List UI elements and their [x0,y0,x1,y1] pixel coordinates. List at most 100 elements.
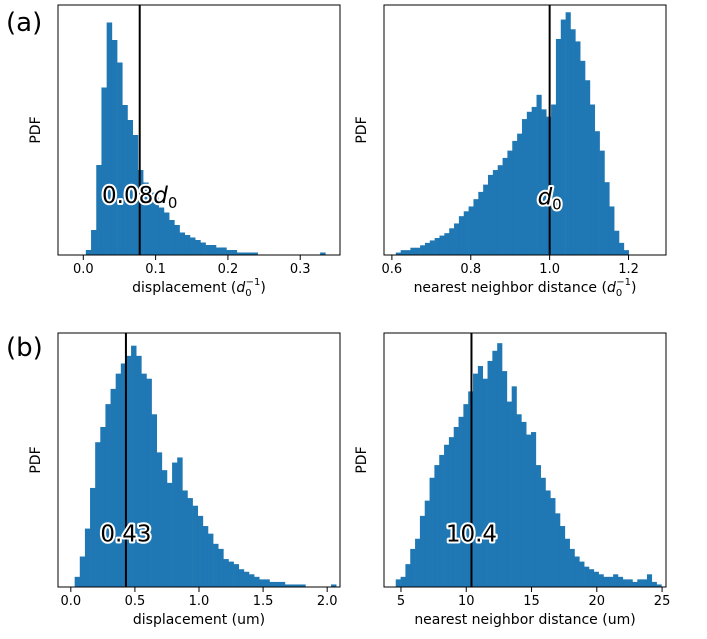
histogram-bar [400,250,406,255]
histogram-bar [236,252,243,255]
histogram-bar [90,487,96,587]
x-tick-label: 2.0 [317,594,338,609]
histogram-bar [221,247,227,255]
histogram-bar [120,363,127,587]
histogram-bar [127,120,133,255]
histogram-bar [555,513,561,587]
y-axis-label: PDF [28,446,44,473]
annotation-value: 10.4 [446,522,497,548]
x-tick-label: 0.0 [60,594,81,609]
x-tick-label: 15 [523,594,540,609]
histogram-bar [458,416,464,587]
histogram-bar [579,561,585,587]
value-annotation: 0.08d0 [102,183,177,212]
histogram-bar [117,62,123,255]
histogram-bar [642,579,648,587]
histogram-bar [420,245,426,255]
histogram-bar [202,526,209,587]
histogram-bar [478,191,484,255]
histogram-bar [564,538,570,587]
histogram-bar [646,574,653,587]
histogram-bar [410,548,416,587]
histogram-bar [473,199,479,255]
x-axis-label: nearest neighbor distance (um) [414,612,635,628]
histogram-bar [575,41,581,255]
histogram-bar [84,528,91,587]
histogram-bar [502,157,508,255]
x-tick-label: 0.3 [290,262,311,277]
axes-frame [383,332,667,588]
x-axis-label-superscript: −1 [246,277,261,288]
histogram-bar [197,515,204,587]
histogram-bar [458,216,465,255]
x-axis-label-tail: ) [631,280,636,296]
x-axis-label: nearest neighbor distance (d0−1) [414,277,637,299]
histogram-bar [156,452,163,587]
x-axis-label-symbol: d [236,280,245,296]
histogram-bar [131,345,137,587]
histogram-bar [100,426,106,587]
histogram-bar [205,245,212,255]
histogram-bar [449,228,455,255]
histogram-bar [497,165,503,255]
histogram-bar [487,360,493,587]
histogram-bar [85,250,92,255]
histogram-bar [545,490,551,587]
x-axis-label: displacement (d0−1) [132,277,266,299]
histogram-bar [184,235,191,255]
histogram-bar [395,252,401,255]
histogram-bar [331,584,337,587]
histogram-bar [177,457,183,587]
histogram-bar [210,245,217,255]
histogram-bar [248,574,255,587]
histogram-bar [627,579,633,587]
histogram-bar [536,94,542,256]
histogram-bar [122,105,128,255]
x-tick-label: 0.0 [73,262,94,277]
histogram-bar [623,250,629,255]
histogram-bar [405,250,411,255]
annotation-subscript: 0 [168,194,178,212]
histogram-bar [598,574,604,587]
histogram-bar [477,366,483,587]
x-axis-label-text: nearest neighbor distance ( [414,280,607,296]
histogram-bar [207,533,214,587]
histogram-bar [516,414,522,587]
histogram-bar [550,498,556,587]
histogram-bar [439,454,445,587]
histogram-bar [169,220,175,255]
histogram-bar [158,207,165,255]
histogram-bar [507,150,513,255]
histogram-bar [594,131,600,255]
histogram-bar [535,465,541,587]
histogram-bar [274,581,281,587]
histogram-bar [91,230,97,255]
histogram-bar [153,197,160,255]
histogram-bar [613,574,619,587]
histogram-bar [400,576,406,587]
histogram-bar [526,434,532,587]
histogram-bar [136,355,142,587]
histogram-bar [482,378,488,587]
axes-frame [383,4,667,256]
histogram-bar [295,584,301,587]
histogram-bar [172,462,178,587]
histogram-bar [115,373,122,587]
histogram-bar [617,576,624,587]
histogram-bar [223,559,229,587]
histogram-bar [110,388,116,587]
histogram-bar [511,386,517,587]
histogram-bar [434,465,440,587]
histogram-bar [531,432,537,587]
x-tick-label: 25 [654,594,671,609]
histogram-bar [429,477,435,587]
x-tick-label: 1.2 [618,262,639,277]
annotation-symbol: d [538,185,553,211]
value-annotation: d0 [538,185,562,214]
x-axis-label-tail: ) [260,280,265,296]
histogram-bar [488,174,494,255]
x-tick-label: 0.8 [460,262,481,277]
x-tick-label: 0.2 [218,262,239,277]
